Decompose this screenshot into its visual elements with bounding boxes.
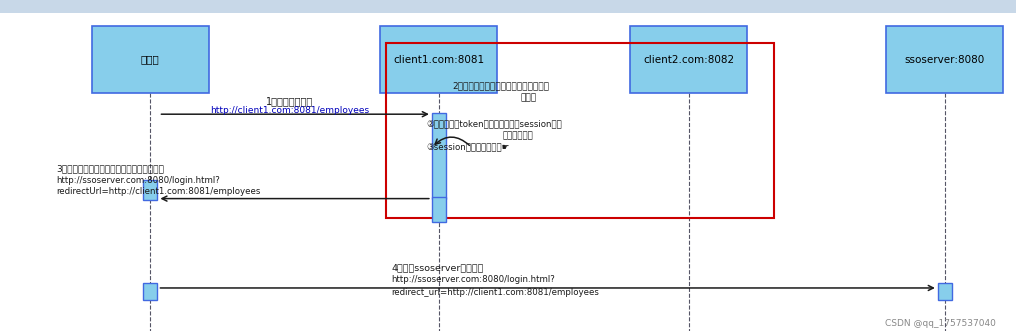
Text: ssoserver:8080: ssoserver:8080 (905, 55, 985, 65)
Text: 4、访问ssoserver的登录页: 4、访问ssoserver的登录页 (391, 263, 484, 273)
Text: 3．由于没登录，命令浏览器重定向到新位置: 3．由于没登录，命令浏览器重定向到新位置 (56, 164, 164, 173)
Bar (0, 0, 1016, 13)
Bar (386, 43, 774, 218)
FancyBboxPatch shape (630, 26, 748, 93)
FancyBboxPatch shape (432, 197, 446, 222)
FancyBboxPatch shape (938, 283, 952, 300)
Text: client2.com:8082: client2.com:8082 (643, 55, 735, 65)
Text: http://client1.com:8081/employees: http://client1.com:8081/employees (210, 106, 369, 116)
Text: http://ssoserver.com:8080/login.html?: http://ssoserver.com:8080/login.html? (56, 176, 219, 185)
Text: client1.com:8081: client1.com:8081 (393, 55, 485, 65)
Text: 1．访问受保护的: 1．访问受保护的 (266, 96, 313, 106)
FancyBboxPatch shape (91, 26, 209, 93)
Text: 登录？: 登录？ (520, 93, 536, 102)
FancyBboxPatch shape (886, 26, 1004, 93)
Text: 认为是登录的: 认为是登录的 (503, 131, 533, 140)
Text: redirect_url=http://client1.com:8081/employees: redirect_url=http://client1.com:8081/emp… (391, 288, 599, 298)
Text: 浏览器: 浏览器 (141, 55, 160, 65)
FancyBboxPatch shape (380, 26, 498, 93)
FancyBboxPatch shape (432, 113, 446, 199)
FancyBboxPatch shape (143, 283, 157, 300)
Text: ②如果参数有token，查到用户放在session中；: ②如果参数有token，查到用户放在session中； (427, 119, 563, 129)
Text: 2、判断是否登录，是否有当前会话用户: 2、判断是否登录，是否有当前会话用户 (452, 81, 549, 91)
Text: http://ssoserver.com:8080/login.html?: http://ssoserver.com:8080/login.html? (391, 275, 555, 284)
Text: CSDN @qq_1757537040: CSDN @qq_1757537040 (885, 319, 996, 328)
FancyBboxPatch shape (143, 180, 157, 200)
Text: ③session里面也是登录的☛: ③session里面也是登录的☛ (427, 143, 510, 152)
Text: redirectUrl=http://client1.com:8081/employees: redirectUrl=http://client1.com:8081/empl… (56, 187, 260, 197)
